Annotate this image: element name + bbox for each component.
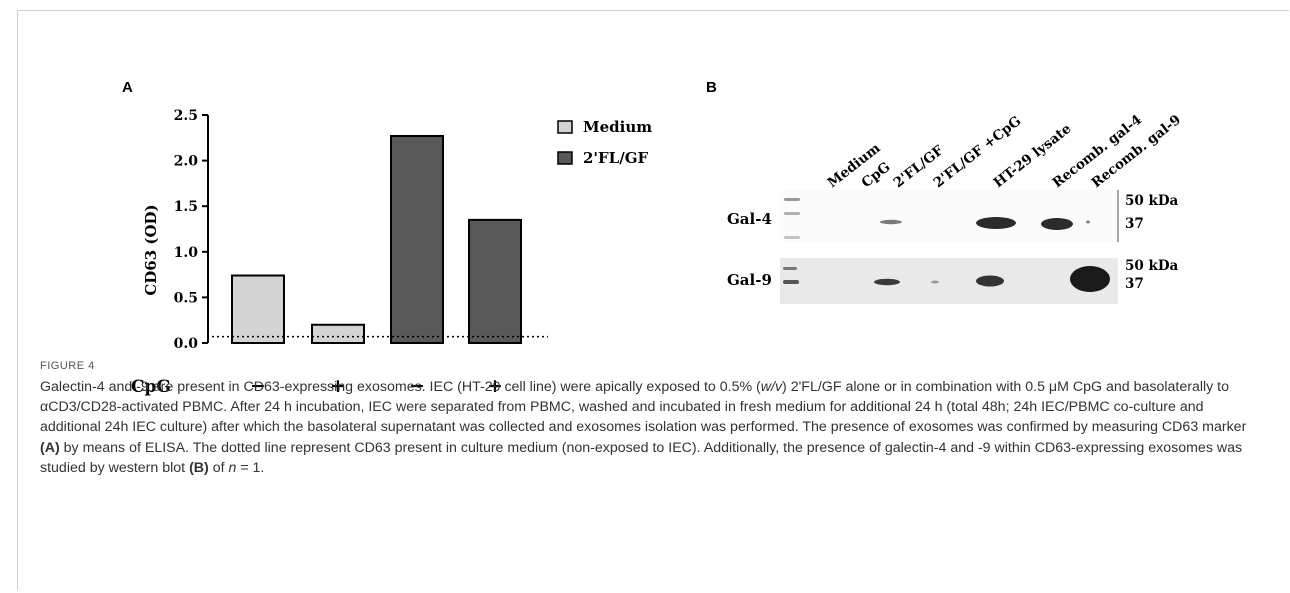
- blot-row-label: Gal-9: [727, 271, 772, 289]
- blot-row-label: Gal-4: [727, 210, 772, 228]
- ladder-band: [784, 198, 800, 201]
- figure-label: FIGURE 4: [40, 360, 95, 372]
- y-tick-label: 2.5: [174, 108, 198, 124]
- band: [1086, 220, 1090, 224]
- y-axis-label: CD63 (OD): [142, 204, 160, 295]
- bar-chart: 0.0 0.5 1.0 1.5 2.0 2.5 CD63 (OD) CpG − + − +…: [131, 108, 652, 397]
- band: [880, 219, 902, 225]
- cpg-sign: +: [487, 375, 503, 397]
- band: [976, 275, 1004, 287]
- y-tick-label: 2.0: [174, 154, 199, 170]
- legend-swatch-2flgf: [557, 151, 573, 165]
- panel-b-label: B: [706, 79, 717, 96]
- gal4-membrane: [780, 190, 1118, 242]
- figure-caption: Galectin-4 and -9 are present in CD63-ex…: [40, 379, 1247, 476]
- marker-label: 37: [1125, 276, 1144, 292]
- y-tick-label: 0.5: [174, 290, 198, 306]
- band: [1070, 266, 1110, 292]
- bar: [390, 134, 444, 345]
- cpg-sign: +: [330, 375, 346, 397]
- band: [874, 278, 900, 286]
- y-tick-label: 0.0: [174, 336, 199, 352]
- western-blot: Medium CpG 2'FL/GF 2'FL/GF +CpG HT-29 ly…: [727, 112, 1184, 304]
- band: [976, 217, 1016, 229]
- marker-label: 37: [1125, 216, 1144, 232]
- bar: [311, 323, 365, 344]
- legend-label-medium: Medium: [583, 118, 652, 136]
- gal9-membrane: [780, 258, 1118, 304]
- ladder-band: [784, 212, 800, 215]
- legend-swatch-medium: [557, 120, 573, 134]
- marker-label: 50 kDa: [1125, 193, 1179, 209]
- bar: [231, 274, 285, 344]
- legend-label-2flgf: 2'FL/GF: [583, 149, 649, 167]
- cpg-sign: −: [250, 375, 266, 397]
- y-tick-label: 1.5: [174, 199, 198, 215]
- bar: [468, 218, 522, 344]
- figure-frame: [17, 10, 1289, 590]
- panel-a-label: A: [122, 79, 133, 96]
- ladder-band: [783, 280, 799, 284]
- cpg-label: CpG: [131, 377, 171, 397]
- ladder-band: [783, 267, 797, 270]
- marker-label: 50 kDa: [1125, 258, 1179, 274]
- band: [1041, 218, 1073, 230]
- ladder-band: [784, 236, 800, 239]
- cpg-sign: −: [409, 375, 425, 397]
- band: [931, 280, 939, 284]
- y-tick-label: 1.0: [174, 245, 199, 261]
